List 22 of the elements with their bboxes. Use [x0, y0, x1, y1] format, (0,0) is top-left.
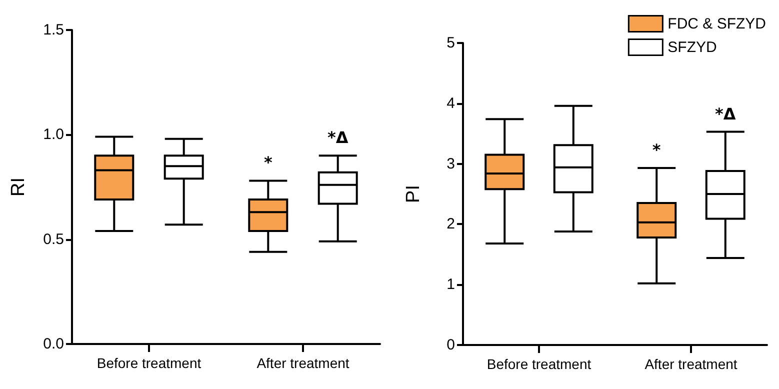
y-tick-label: 4	[446, 94, 455, 112]
annotation: *Δ	[715, 104, 736, 124]
y-tick-label: 5	[446, 34, 455, 52]
x-tick-label: Before treatment	[486, 356, 592, 372]
y-tick-label: 0.5	[43, 230, 64, 248]
x-tick-label: Before treatment	[96, 355, 202, 371]
y-tick-label: 0	[446, 336, 455, 354]
x-tick-label: After treatment	[256, 355, 350, 371]
y-axis-title: RI	[8, 178, 29, 196]
legend-label: SFZYD	[668, 38, 717, 56]
y-tick-label: 0.0	[43, 336, 64, 352]
y-tick-label: 1.0	[43, 126, 64, 144]
x-tick-label: After treatment	[644, 356, 738, 372]
annotation: *	[652, 140, 662, 160]
y-tick-label: 1.5	[43, 22, 64, 38]
y-tick-label: 2	[446, 216, 455, 233]
annotation: *	[264, 153, 273, 172]
y-tick-label: 1	[446, 276, 455, 294]
annotation: *Δ	[327, 128, 349, 148]
y-tick-label: 3	[446, 155, 455, 172]
y-axis-title: PI	[403, 185, 424, 203]
legend-label: FDC & SFZYD	[668, 15, 766, 32]
